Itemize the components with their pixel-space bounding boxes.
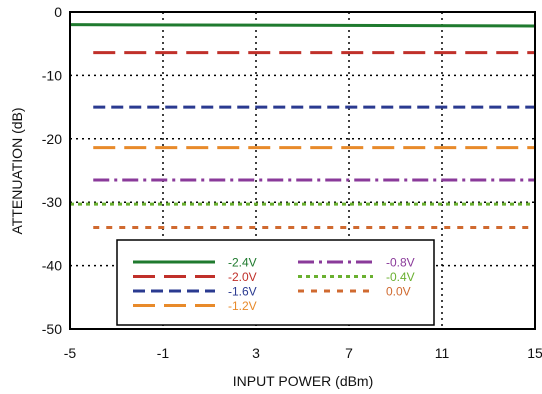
x-tick-labels: -5 -1 3 7 11 15 [64,345,542,361]
y-tick-label: -20 [42,131,62,147]
y-axis-title: ATTENUATION (dB) [9,107,25,234]
x-tick-label: 15 [527,345,542,361]
y-tick-label: -10 [42,67,62,83]
legend-label: -1.6V [228,285,257,299]
legend-label: -0.4V [386,270,415,284]
legend-label: -2.0V [228,270,257,284]
legend-box [116,239,435,326]
x-tick-label: -5 [64,345,77,361]
series-line [69,23,536,28]
legend-label: -2.4V [228,256,257,270]
x-axis-title: INPUT POWER (dBm) [233,373,374,389]
legend-label: -0.8V [386,256,415,270]
plot-frame [69,11,536,330]
y-tick-label: 0 [54,4,62,20]
legend-label: 0.0V [386,285,411,299]
legend: -2.4V-2.0V-1.6V-1.2V -0.8V-0.4V0.0V [116,239,435,326]
x-tick-label: -1 [157,345,170,361]
y-tick-label: -50 [42,321,62,337]
x-tick-label: 7 [345,345,353,361]
x-tick-label: 11 [435,345,450,361]
series-lines [69,23,536,230]
y-tick-labels: 0 -10 -20 -30 -40 -50 [42,4,62,337]
legend-label: -1.2V [228,299,257,313]
y-tick-label: -30 [42,194,62,210]
y-tick-label: -40 [42,258,62,274]
x-tick-label: 3 [252,345,260,361]
